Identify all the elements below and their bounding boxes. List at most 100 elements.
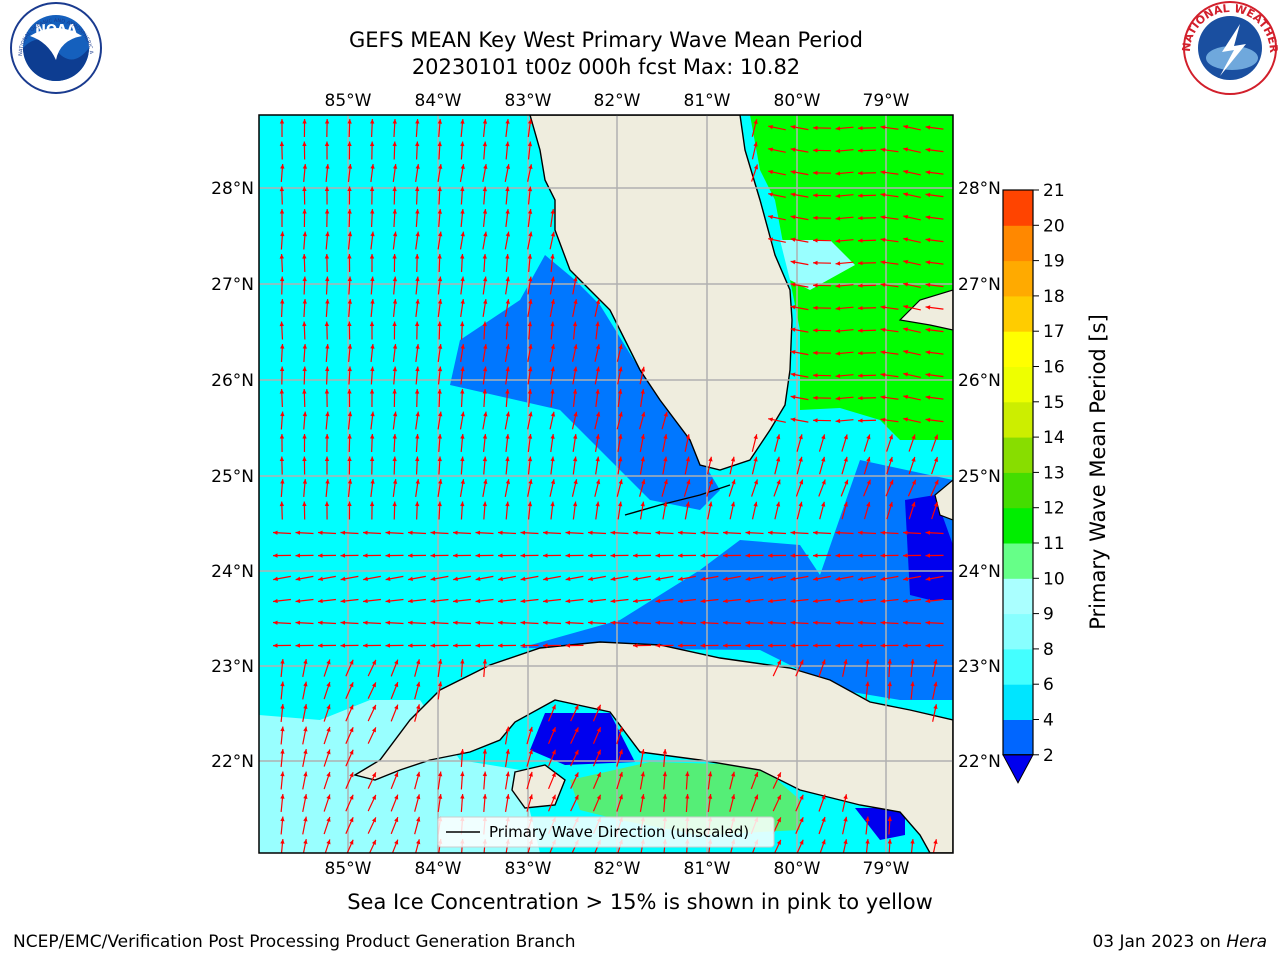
wave-arrow-head [933,704,938,710]
wave-arrow-head [460,186,465,192]
wave-arrow-head [911,501,916,507]
colorbar-tick-label: 8 [1043,640,1054,660]
legend-label: Primary Wave Direction (unscaled) [489,823,749,841]
wave-arrow-head [280,411,285,417]
wave-arrow-head [438,411,443,417]
wave-arrow-head [835,216,841,221]
wave-arrow-head [325,276,330,282]
wave-arrow-head [279,186,285,192]
wave-arrow-head [745,553,751,558]
wave-arrow-head [415,119,420,124]
lat-label-left: 23°N [211,657,254,677]
colorbar-tick-label: 16 [1043,358,1065,378]
wave-arrow-head [790,305,796,310]
wave-arrow-head [460,164,465,169]
wave-arrow-head [925,282,931,288]
wave-arrow-head [349,772,354,778]
lon-labels-top: 85°W 84°W 83°W 82°W 81°W 80°W 79°W [325,91,910,111]
wave-arrow-head [460,749,465,754]
wave-arrow-head [460,299,465,304]
wave-arrow-head [527,501,533,507]
wave-arrow-head [280,299,285,304]
wave-arrow-head [370,344,375,349]
wave-arrow-head [324,501,330,507]
wave-arrow-head [415,411,420,417]
wave-arrow-head [551,704,556,710]
wave-arrow-head [843,434,848,440]
lat-label-left: 25°N [211,467,254,487]
wave-arrow-head [527,209,533,214]
wave-arrow-head [437,186,442,192]
wave-arrow-head [370,366,375,372]
wave-arrow-head [347,411,353,417]
wave-arrow-head [790,576,796,581]
colorbar-segment [1003,366,1033,403]
wave-arrow-head [437,659,443,664]
wave-arrow-head [550,456,555,462]
wave-arrow-head [835,530,841,535]
wave-arrow-head [858,598,863,604]
wave-arrow-head [340,620,346,625]
wave-arrow-head [326,771,331,777]
wave-arrow-head [349,839,354,845]
wave-arrow-head [574,749,579,755]
wave-arrow-head [482,456,488,462]
wave-arrow-head [453,576,458,581]
wave-arrow-head [460,794,465,799]
wave-arrow-head [392,164,398,169]
wave-arrow-head [280,749,285,754]
wave-arrow-head [813,328,818,333]
wave-arrow-head [573,366,578,372]
wave-arrow-head [617,389,623,394]
wave-arrow-head [527,119,533,124]
wave-arrow-head [903,169,909,175]
wave-arrow-head [326,659,331,665]
wave-arrow-head [596,749,601,755]
wave-arrow-head [790,553,796,558]
wave-arrow-head [925,620,931,625]
wave-arrow-head [858,238,863,243]
wave-arrow-head [835,418,841,424]
wave-arrow-head [392,456,397,462]
noaa-logo: NOAA NATIONAL OCEANIC AND ATMOSPHERIC AD… [0,0,102,94]
wave-arrow-head [596,704,601,710]
wave-arrow-head [280,231,285,237]
wave-arrow-head [430,620,436,625]
wave-arrow-head [790,350,796,355]
wave-arrow-head [700,643,706,648]
wave-arrow-head [813,373,818,378]
wave-arrow-head [663,434,668,440]
wave-arrow-head [768,553,773,558]
colorbar-tick-label: 20 [1043,216,1065,236]
wave-arrow-head [273,598,278,604]
wave-arrow-head [370,411,375,417]
wave-arrow-head [394,682,399,688]
wave-arrow-head [280,164,285,169]
wave-arrow-head [858,620,863,625]
wave-arrow-head [460,209,465,214]
wave-arrow-head [363,576,368,581]
wave-arrow-head [416,771,421,777]
wave-arrow-head [414,321,420,327]
wave-arrow-head [700,553,706,558]
wave-arrow-head [370,209,375,214]
wave-arrow-head [565,620,571,625]
wave-arrow-head [813,148,818,153]
wave-arrow-head [925,530,931,535]
wave-arrow-head [279,276,285,282]
wave-arrow-head [835,193,841,199]
wave-arrow-head [437,434,443,439]
wave-arrow-head [887,816,892,822]
wave-arrow-head [565,598,571,604]
lon-label-bottom: 80°W [774,859,821,879]
wave-arrow-head [798,501,803,507]
wave-arrow-head [790,417,796,422]
wave-arrow-head [925,147,931,153]
wave-arrow-head [655,530,661,535]
wave-arrow-head [483,299,488,304]
wave-arrow-head [460,231,465,237]
wave-arrow-head [460,254,465,259]
wave-arrow-head [903,327,909,332]
wave-arrow-head [475,643,481,648]
wave-arrow-head [460,479,465,484]
